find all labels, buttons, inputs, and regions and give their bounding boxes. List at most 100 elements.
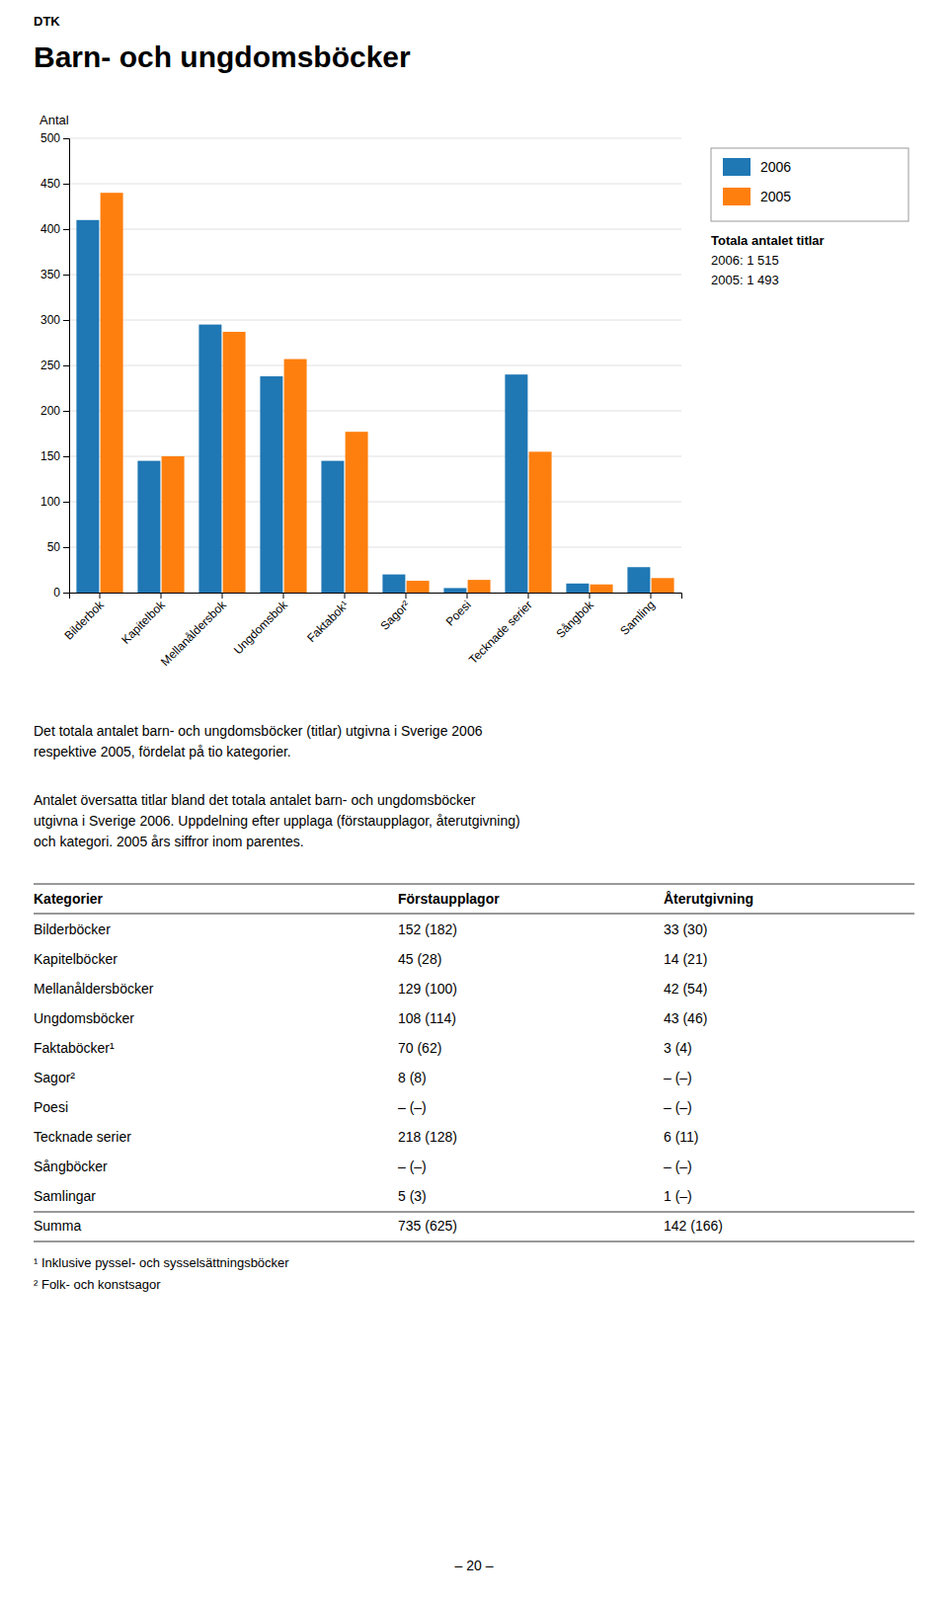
bar	[198, 324, 222, 593]
y-tick-mark	[63, 229, 70, 231]
x-tick-mark	[405, 592, 407, 599]
table-rule	[33, 913, 915, 915]
x-tick-mark	[528, 592, 530, 599]
legend: 20062005	[711, 148, 909, 222]
y-tick: 300	[40, 313, 70, 327]
x-tick-label: Sångbok	[553, 597, 597, 641]
grid-line	[69, 547, 682, 549]
table-cell: 5 (3)	[397, 1187, 427, 1204]
y-axis: 050100150200250300350400450500	[40, 131, 71, 600]
page-number: – 20 –	[455, 1557, 494, 1574]
caption-line: och kategori. 2005 års siffror inom pare…	[33, 833, 305, 850]
bar	[284, 359, 308, 593]
y-tick-label: 450	[40, 176, 61, 191]
bars	[76, 192, 674, 593]
x-tick-label: Samling	[617, 597, 658, 638]
grid	[69, 138, 682, 593]
table-cell: Sångböcker	[33, 1158, 108, 1175]
table-header: Återutgivning	[663, 890, 754, 907]
y-tick-mark	[63, 501, 70, 503]
table-cell: Sagor²	[33, 1069, 76, 1086]
table-cell: 3 (4)	[663, 1039, 693, 1056]
grid-line	[69, 319, 682, 321]
x-tick: Sångbok	[553, 592, 597, 641]
grid-line	[69, 365, 682, 367]
y-tick-mark	[63, 592, 70, 594]
y-axis-line	[63, 139, 71, 594]
table-cell: 108 (114)	[397, 1010, 457, 1027]
bar	[223, 331, 246, 593]
y-tick-label: 400	[40, 222, 61, 237]
x-tick-mark	[99, 592, 101, 599]
caption-line: Det totala antalet barn- och ungdomsböck…	[33, 722, 483, 739]
y-tick-mark	[63, 410, 70, 412]
bar	[590, 584, 614, 593]
y-tick-mark	[63, 274, 70, 276]
x-tick-mark	[160, 592, 162, 599]
bar	[651, 577, 675, 593]
y-tick: 200	[40, 403, 70, 418]
table-cell: 42 (54)	[663, 980, 708, 997]
y-tick-label: 150	[40, 449, 61, 464]
footnote: ¹ Inklusive pyssel- och sysselsättningsb…	[33, 1255, 290, 1270]
x-tick-label: Tecknade serier	[466, 597, 536, 667]
table-rule	[33, 1211, 915, 1213]
table-cell: Summa	[33, 1217, 81, 1234]
chart-title: Barn- och ungdomsböcker	[33, 40, 411, 74]
x-tick: Ungdomsbok	[231, 592, 292, 657]
grid-line	[69, 456, 682, 458]
x-tick: Samling	[617, 592, 658, 638]
y-tick-label: 0	[53, 585, 61, 600]
legend-box	[711, 148, 909, 222]
x-tick: Tecknade serier	[466, 592, 536, 667]
legend-swatch	[722, 187, 751, 206]
caption-line: utgivna i Sverige 2006. Uppdelning efter…	[33, 812, 521, 829]
x-tick: Mellanåldersbok	[158, 592, 230, 669]
y-tick-mark	[63, 319, 70, 321]
table-cell: Mellanåldersböcker	[33, 980, 155, 997]
grid-line	[69, 183, 682, 185]
x-tick: Faktabok¹	[304, 592, 352, 645]
x-tick-mark	[222, 592, 224, 599]
table-cell: Faktaböcker¹	[33, 1039, 115, 1056]
x-tick: Bilderbok	[62, 592, 108, 643]
bar	[443, 587, 467, 593]
y-tick: 0	[53, 585, 70, 600]
table-cell: 43 (46)	[663, 1010, 708, 1027]
bar	[100, 192, 124, 593]
grid-line	[69, 501, 682, 503]
bar	[565, 583, 589, 593]
table-cell: 1 (–)	[663, 1187, 693, 1204]
annotation: 2006: 1 515	[711, 252, 780, 268]
legend-label: 2005	[760, 188, 791, 205]
legend-swatch	[722, 158, 751, 176]
table-cell: 218 (128)	[397, 1128, 458, 1145]
y-tick-mark	[63, 183, 70, 185]
x-tick-label: Kapitelbok	[118, 597, 168, 647]
table-cell: Poesi	[33, 1099, 69, 1115]
table-cell: 129 (100)	[397, 980, 458, 997]
bar	[345, 431, 369, 593]
y-tick: 400	[40, 222, 70, 237]
bar-series	[100, 192, 675, 593]
header-label: DTK	[33, 13, 61, 29]
y-tick: 350	[40, 267, 70, 282]
x-tick-mark	[650, 592, 652, 599]
table-cell: 6 (11)	[663, 1128, 700, 1145]
x-tick-label: Mellanåldersbok	[158, 597, 230, 669]
x-tick-mark	[344, 592, 346, 599]
y-tick-label: 300	[40, 313, 61, 327]
caption-line: Antalet översatta titlar bland det total…	[33, 791, 476, 808]
x-tick: Kapitelbok	[118, 592, 168, 647]
table-cell: Kapitelböcker	[33, 950, 118, 967]
y-tick: 250	[40, 358, 70, 373]
table-cell: Ungdomsböcker	[33, 1010, 135, 1027]
table-cell: – (–)	[397, 1158, 427, 1175]
y-axis-label: Antal	[39, 112, 70, 128]
bar	[137, 461, 160, 593]
bar	[504, 374, 528, 593]
bar	[468, 579, 491, 593]
table-cell: 45 (28)	[397, 950, 442, 967]
y-tick-mark	[63, 365, 70, 367]
bar-series	[76, 220, 650, 593]
